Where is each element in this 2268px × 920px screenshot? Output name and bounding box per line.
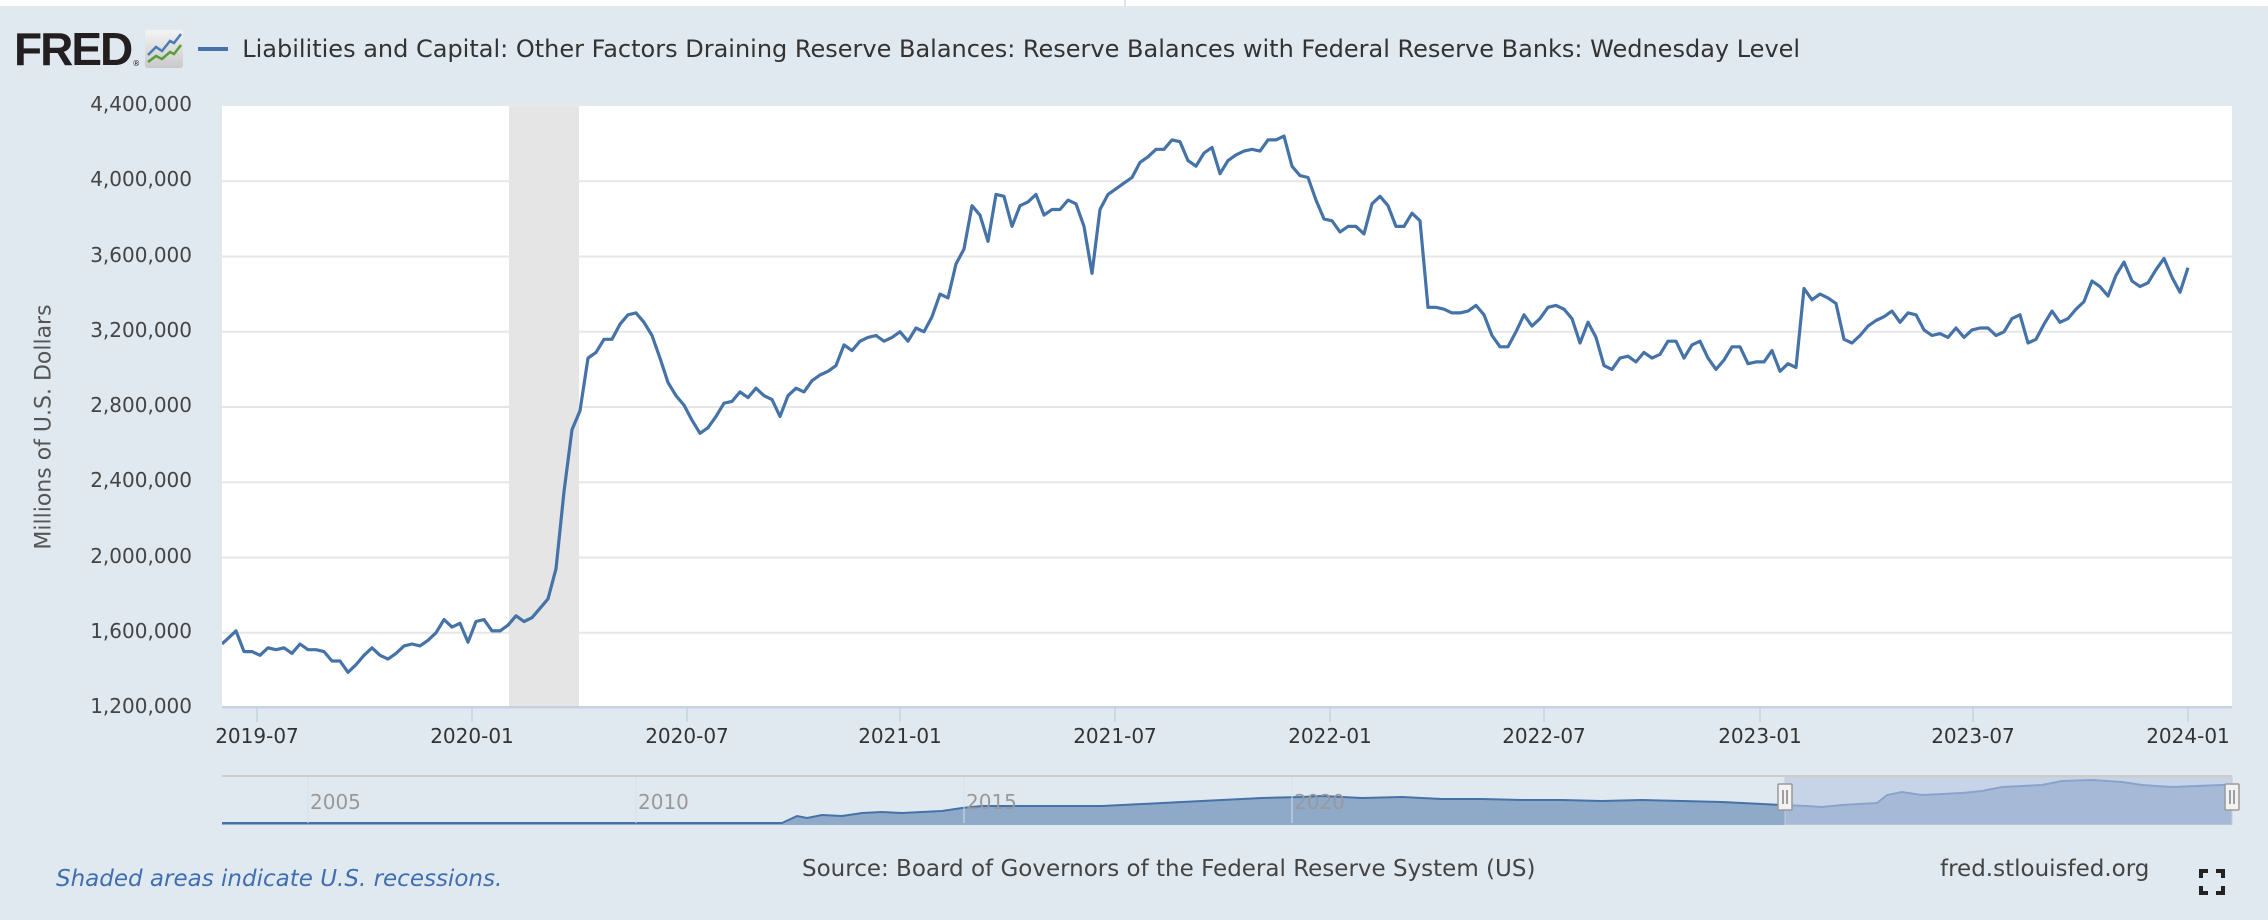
fullscreen-icon[interactable] xyxy=(2198,868,2226,896)
x-tick-label: 2021-01 xyxy=(858,724,942,748)
navigator-year-label: 2005 xyxy=(310,790,361,814)
legend-series-swatch xyxy=(198,47,229,51)
navigator-year-label: 2010 xyxy=(638,790,689,814)
fred-logo[interactable]: FRED xyxy=(14,23,133,75)
navigator-selection[interactable] xyxy=(1784,776,2233,826)
navigator-right-handle[interactable] xyxy=(2224,783,2240,811)
recession-note: Shaded areas indicate U.S. recessions. xyxy=(56,866,503,892)
x-axis xyxy=(222,706,2232,722)
x-tick-label: 2022-01 xyxy=(1288,724,1372,748)
x-tick-label: 2021-07 xyxy=(1073,724,1157,748)
x-tick-label: 2024-01 xyxy=(2146,724,2230,748)
y-tick-label: 2,800,000 xyxy=(90,393,192,417)
navigator-left-handle[interactable] xyxy=(1777,783,1793,811)
navigator-chart[interactable]: 2005 2010 2015 2020 xyxy=(222,775,2252,826)
navigator-year-label: 2020 xyxy=(1294,790,1345,814)
x-tick-label: 2020-01 xyxy=(430,724,514,748)
navigator-area xyxy=(222,780,2232,825)
y-tick-label: 4,000,000 xyxy=(90,167,192,192)
chart-line-icon xyxy=(145,30,184,68)
line-chart[interactable] xyxy=(220,106,2232,708)
chart-title[interactable]: Liabilities and Capital: Other Factors D… xyxy=(242,35,1801,63)
chart-header: FRED ® Liabilities and Capital: Other Fa… xyxy=(14,24,1800,74)
y-tick-label: 3,600,000 xyxy=(90,242,192,267)
top-strip xyxy=(0,0,2268,6)
navigator-year-label: 2015 xyxy=(966,790,1017,814)
y-tick-label: 3,200,000 xyxy=(90,317,192,342)
y-tick-label: 2,400,000 xyxy=(90,468,192,493)
source-text: Source: Board of Governors of the Federa… xyxy=(802,856,1536,882)
y-tick-label: 4,400,000 xyxy=(90,92,192,116)
registered-mark: ® xyxy=(132,59,141,68)
site-link[interactable]: fred.stlouisfed.org xyxy=(1940,856,2150,882)
x-tick-label: 2023-01 xyxy=(1718,724,1802,748)
plot-area[interactable] xyxy=(220,106,2232,708)
x-tick-label: 2020-07 xyxy=(645,724,729,748)
y-tick-label: 2,000,000 xyxy=(90,543,192,568)
top-strip-divider xyxy=(1124,0,1126,6)
series-line[interactable] xyxy=(220,134,2190,674)
y-tick-label: 1,200,000 xyxy=(90,694,192,718)
y-tick-label: 1,600,000 xyxy=(90,618,192,643)
x-tick-label: 2023-07 xyxy=(1931,724,2015,748)
x-tick-label: 2019-07 xyxy=(215,724,299,748)
x-tick-label: 2022-07 xyxy=(1502,724,1586,748)
range-navigator[interactable]: 2005 2010 2015 2020 xyxy=(222,775,2240,826)
